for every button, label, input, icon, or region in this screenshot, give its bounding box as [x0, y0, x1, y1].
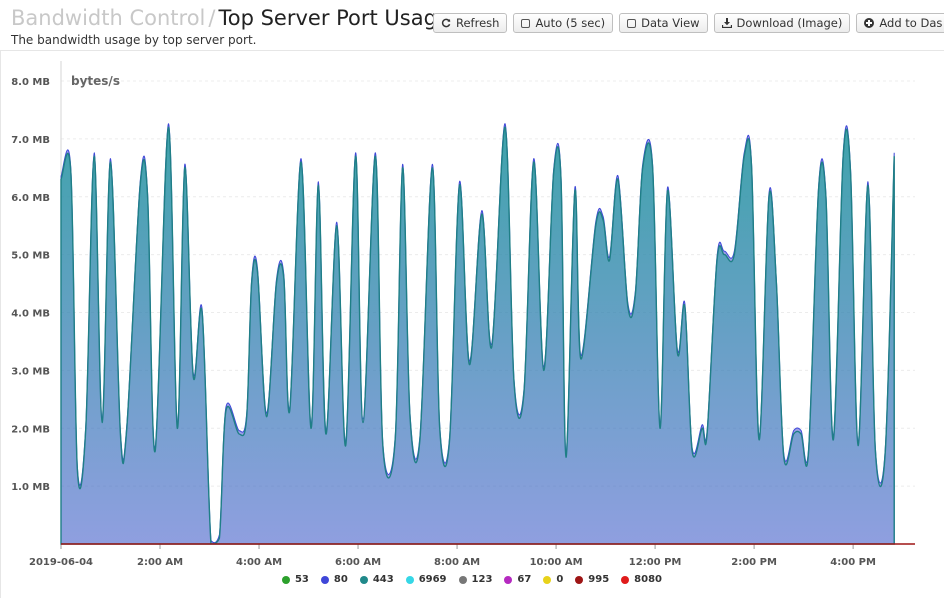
refresh-button[interactable]: Refresh	[433, 13, 508, 33]
legend-dot-icon	[405, 575, 414, 584]
y-tick-label: 4.0 MB	[11, 309, 50, 320]
legend-label: 67	[517, 574, 532, 585]
legend-dot-icon	[543, 575, 552, 584]
legend-dot-icon	[575, 575, 584, 584]
x-tick-label: 2:00 AM	[137, 557, 183, 568]
legend-item-8080[interactable]: 8080	[621, 574, 662, 585]
legend-item-123[interactable]: 123	[458, 574, 493, 585]
y-tick-label: 1.0 MB	[11, 482, 50, 493]
checkbox-icon	[627, 18, 637, 28]
y-tick-label: 8.0 MB	[11, 77, 50, 88]
y-axis: 1.0 MB 2.0 MB 3.0 MB 4.0 MB 5.0 MB 6.0 MB 7.0 …	[11, 77, 50, 493]
legend-dot-icon	[281, 575, 290, 584]
plus-circle-icon	[864, 18, 875, 28]
legend-dot-icon	[458, 575, 467, 584]
page-subtitle: The bandwidth usage by top server port.	[11, 33, 257, 47]
breadcrumb-bandwidth-control[interactable]: Bandwidth Control	[11, 6, 206, 30]
checkbox-icon	[521, 18, 531, 28]
legend-dot-icon	[621, 575, 630, 584]
download-label: Download (Image)	[736, 16, 843, 30]
legend-label: 443	[372, 574, 394, 585]
breadcrumb-separator: /	[208, 6, 216, 30]
legend-label: 80	[333, 574, 348, 585]
download-image-button[interactable]: Download (Image)	[713, 13, 851, 33]
data-view-toggle[interactable]: Data View	[619, 13, 708, 33]
data-view-label: Data View	[641, 16, 700, 30]
download-icon	[721, 18, 732, 28]
page-title-text: Top Server Port Usage	[218, 6, 450, 30]
refresh-label: Refresh	[456, 16, 500, 30]
x-tick-label: 4:00 AM	[236, 557, 282, 568]
x-tick-label: 10:00 AM	[530, 557, 583, 568]
add-to-dashboard-label: Add to Das	[879, 16, 943, 30]
auto-refresh-toggle[interactable]: Auto (5 sec)	[513, 13, 614, 33]
toolbar: Refresh Auto (5 sec) Data View Download …	[433, 13, 944, 33]
legend-item-0[interactable]: 0	[543, 574, 563, 585]
legend-label: 6969	[418, 574, 447, 585]
x-tick-label: 6:00 AM	[335, 557, 381, 568]
legend-dot-icon	[359, 575, 368, 584]
legend-label: 995	[588, 574, 610, 585]
chart-legend: 53 80 443 6969 123 67 0 995 8080	[0, 574, 944, 585]
page-header: Bandwidth Control / Top Server Port Usage …	[11, 4, 450, 47]
y-tick-label: 5.0 MB	[11, 251, 50, 262]
y-tick-label: 7.0 MB	[11, 135, 50, 146]
legend-item-443[interactable]: 443	[359, 574, 394, 585]
legend-item-53[interactable]: 53	[281, 574, 309, 585]
refresh-icon	[441, 18, 451, 28]
auto-refresh-label: Auto (5 sec)	[535, 16, 606, 30]
legend-label: 0	[556, 574, 564, 585]
legend-label: 123	[471, 574, 493, 585]
y-tick-label: 2.0 MB	[11, 424, 50, 435]
legend-dot-icon	[504, 575, 513, 584]
legend-item-995[interactable]: 995	[575, 574, 609, 585]
legend-dot-icon	[320, 575, 329, 584]
series-443-area	[60, 126, 895, 545]
x-tick-label: 4:00 PM	[830, 557, 876, 568]
legend-item-80[interactable]: 80	[320, 574, 348, 585]
x-tick-label: 12:00 PM	[629, 557, 682, 568]
page-title: Bandwidth Control / Top Server Port Usage	[11, 4, 450, 32]
y-axis-label: bytes/s	[71, 74, 120, 88]
y-tick-label: 3.0 MB	[11, 366, 50, 377]
add-to-dashboard-button[interactable]: Add to Das	[856, 13, 944, 33]
chart-panel	[0, 50, 944, 598]
legend-item-6969[interactable]: 6969	[405, 574, 447, 585]
legend-item-67[interactable]: 67	[504, 574, 531, 585]
x-tick-label: 2:00 PM	[731, 557, 777, 568]
x-tick-label: 8:00 AM	[434, 557, 480, 568]
legend-label: 53	[294, 574, 309, 585]
legend-label: 8080	[634, 574, 663, 585]
x-tick-label: 2019-06-04	[29, 557, 93, 568]
y-tick-label: 6.0 MB	[11, 193, 50, 204]
